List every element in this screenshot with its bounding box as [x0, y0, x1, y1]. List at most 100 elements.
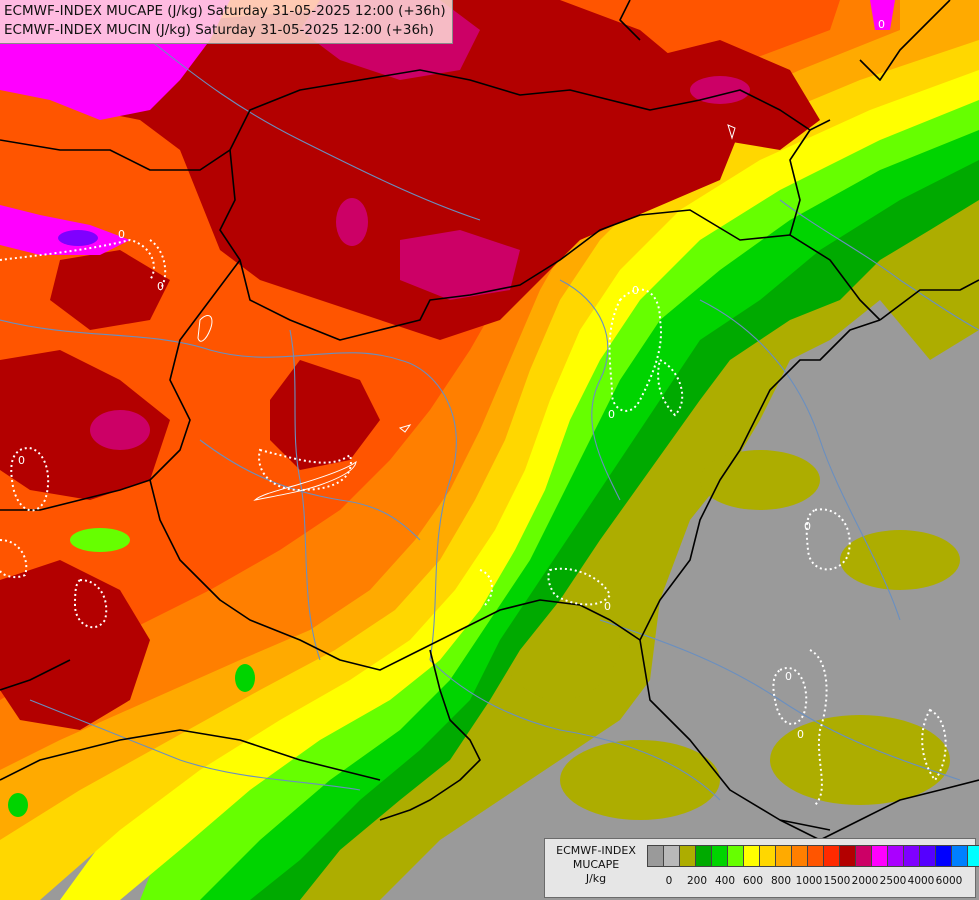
- legend-tick-label: 1000: [795, 875, 823, 887]
- border-line: [789, 129, 811, 236]
- mucin-label: 0: [157, 280, 164, 293]
- border-line: [859, 0, 951, 81]
- legend-swatch: [919, 845, 936, 867]
- color-legend: ECMWF-INDEX MUCAPE J/kg 0 200 400 600 800 100…: [544, 838, 979, 898]
- river-line: [289, 329, 321, 661]
- mucin-contour: [479, 569, 493, 606]
- map-title: ECMWF-INDEX MUCAPE (J/kg) Saturday 31-05…: [0, 0, 453, 44]
- cape-zone-purple: [58, 230, 98, 246]
- mucin-contour: [10, 447, 50, 512]
- mucin-label: 0: [785, 670, 792, 683]
- legend-swatch: [935, 845, 952, 867]
- legend-tick-label: 200: [686, 875, 708, 887]
- legend-tick-label: 4000: [907, 875, 935, 887]
- legend-tick-label: 2500: [879, 875, 907, 887]
- border-line: [639, 319, 881, 831]
- border-line: [619, 0, 641, 41]
- mucin-label: 0: [797, 728, 804, 741]
- border-line: [779, 779, 979, 841]
- legend-parameter: MUCAPE: [572, 858, 620, 871]
- cape-zone-pink: [0, 205, 130, 255]
- legend-swatch: [743, 845, 760, 867]
- lake-outline: [197, 315, 213, 342]
- legend-swatch: [807, 845, 824, 867]
- cape-zone-dark-red: [270, 360, 380, 470]
- legend-model: ECMWF-INDEX: [556, 844, 636, 857]
- mucin-label: 0: [604, 600, 611, 613]
- border-line: [0, 659, 71, 691]
- legend-swatch: [775, 845, 792, 867]
- river-line: [429, 659, 721, 801]
- river-line: [0, 319, 457, 661]
- legend-tick-label: 1500: [823, 875, 851, 887]
- lake-outline: [253, 460, 357, 501]
- legend-swatches: [647, 845, 979, 867]
- cape-zone-magenta: [690, 76, 750, 104]
- mucin-contours: [0, 238, 947, 806]
- mucin-contour: [809, 649, 828, 806]
- border-line: [0, 259, 241, 511]
- border-line: [0, 69, 831, 171]
- river-line: [559, 279, 621, 501]
- legend-tick-label: 800: [770, 875, 792, 887]
- lake-outline: [398, 424, 412, 433]
- cape-zone-magenta: [400, 230, 520, 300]
- mucin-contour: [772, 667, 808, 725]
- mucin-contour: [805, 508, 851, 571]
- legend-swatch: [951, 845, 968, 867]
- mucin-label: 0: [804, 520, 811, 533]
- river-line: [199, 439, 421, 541]
- river-line: [779, 199, 979, 331]
- river-line: [599, 619, 961, 781]
- legend-swatch: [871, 845, 888, 867]
- cape-zone-magenta: [336, 198, 368, 246]
- cape-zone-magenta: [90, 410, 150, 450]
- legend-swatch: [823, 845, 840, 867]
- cape-zone-green-island: [8, 793, 28, 817]
- lake-outlines: [197, 124, 736, 501]
- country-borders: [0, 0, 979, 841]
- border-line: [0, 729, 381, 781]
- legend-tick-label: 2000: [851, 875, 879, 887]
- cape-zone-green-island: [235, 664, 255, 692]
- mucin-label: 0: [878, 18, 885, 31]
- border-line: [219, 149, 881, 341]
- border-line: [379, 649, 481, 821]
- legend-swatch: [839, 845, 856, 867]
- river-line: [699, 299, 901, 621]
- mucin-labels: 0 0 0 0 0 0 0 0 0 0: [18, 18, 885, 741]
- mucin-label: 0: [632, 284, 639, 297]
- legend-swatch: [967, 845, 979, 867]
- rivers: [0, 39, 979, 801]
- mucin-contour: [73, 578, 108, 629]
- cape-zone-olive-patch: [770, 715, 950, 805]
- legend-tick-label: 600: [742, 875, 764, 887]
- legend-title: ECMWF-INDEX MUCAPE J/kg: [547, 844, 645, 886]
- legend-swatch: [855, 845, 872, 867]
- mucin-contour: [657, 358, 684, 417]
- title-line-mucape: ECMWF-INDEX MUCAPE (J/kg) Saturday 31-05…: [4, 3, 446, 19]
- cape-zone-olive-patch: [560, 740, 720, 820]
- mucin-label: 0: [18, 454, 25, 467]
- legend-swatch: [647, 845, 664, 867]
- mucin-contour: [0, 238, 155, 281]
- cape-zone-dark-red: [60, 0, 740, 340]
- legend-units: J/kg: [585, 872, 607, 885]
- legend-tick-label: 400: [714, 875, 736, 887]
- mucin-contour: [0, 539, 28, 579]
- legend-tick-label: 0: [665, 875, 673, 887]
- legend-swatch: [791, 845, 808, 867]
- cape-zone-olive-patch: [700, 450, 820, 510]
- legend-swatch: [679, 845, 696, 867]
- legend-ticks: 0 200 400 600 800 1000 1500 2000 2500 4000 6000: [647, 875, 975, 889]
- legend-swatch: [727, 845, 744, 867]
- cape-zone-dark-red: [0, 350, 170, 500]
- river-line: [29, 699, 361, 791]
- legend-swatch: [711, 845, 728, 867]
- cape-zone-dark-red: [50, 250, 170, 330]
- legend-swatch: [663, 845, 680, 867]
- cape-zone-pink: [870, 0, 895, 30]
- cape-zone-lime-island: [70, 528, 130, 552]
